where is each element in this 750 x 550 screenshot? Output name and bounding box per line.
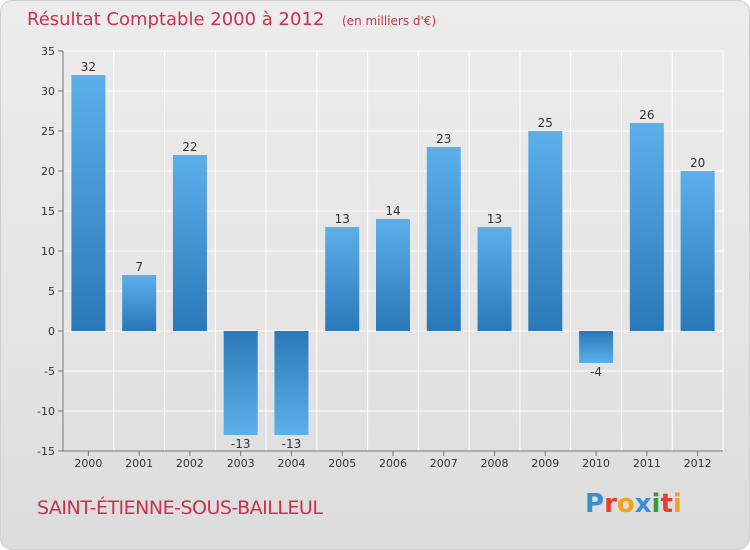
proxiti-logo[interactable]: Proxiti [585,489,682,519]
x-tick-label: 2002 [176,457,204,470]
x-tick-label: 2003 [227,457,255,470]
logo-letter: i [651,489,661,519]
x-tick-label: 2010 [582,457,610,470]
bar-2010 [579,331,614,363]
data-label: 7 [135,260,143,274]
data-label: 13 [487,212,502,226]
chart-title: Résultat Comptable 2000 à 2012 [27,9,325,30]
data-label: 22 [182,140,197,154]
chart-subtitle: (en milliers d'€) [342,14,437,28]
y-tick-label: 30 [41,85,55,98]
data-label: 20 [690,156,705,170]
bar-2011 [629,123,664,331]
data-label: 13 [335,212,350,226]
y-tick-label: 20 [41,165,55,178]
x-tick-label: 2009 [531,457,559,470]
data-label: 23 [436,132,451,146]
data-label: 26 [639,108,654,122]
bar-2001 [122,275,157,331]
logo-letter: x [634,489,652,519]
x-tick-label: 2012 [684,457,712,470]
y-tick-label: -5 [44,365,55,378]
bar-2000 [71,75,106,331]
y-tick-label: -10 [37,405,55,418]
logo-letter: t [660,489,673,519]
logo-letter: P [585,489,605,519]
x-tick-label: 2005 [328,457,356,470]
data-label: 25 [538,116,553,130]
y-tick-label: 35 [41,45,55,58]
commune-name: SAINT-ÉTIENNE-SOUS-BAILLEUL [37,497,323,519]
bar-2008 [477,227,512,331]
bar-2004 [274,331,309,435]
x-tick-label: 2001 [125,457,153,470]
y-tick-label: -15 [37,445,55,458]
data-label: -4 [590,365,602,379]
y-tick-label: 0 [48,325,55,338]
bar-2007 [426,147,461,331]
data-label: 14 [385,204,400,218]
x-tick-label: 2006 [379,457,407,470]
y-tick-label: 5 [48,285,55,298]
logo-letter: i [672,489,682,519]
x-tick-label: 2011 [633,457,661,470]
bar-2006 [376,219,410,331]
data-label: -13 [282,437,302,451]
bar-2003 [223,331,258,435]
x-tick-label: 2007 [430,457,458,470]
y-tick-label: 25 [41,125,55,138]
bar-2009 [528,131,563,331]
x-tick-label: 2004 [277,457,305,470]
logo-letter: r [604,489,617,519]
data-label: 32 [81,60,96,74]
bar-2005 [325,227,360,331]
x-tick-label: 2000 [74,457,102,470]
y-tick-label: 10 [41,245,55,258]
y-tick-label: 15 [41,205,55,218]
logo-letter: o [616,489,635,519]
x-tick-label: 2008 [481,457,509,470]
data-label: -13 [231,437,251,451]
bar-2012 [680,171,715,331]
bar-2002 [172,155,207,331]
